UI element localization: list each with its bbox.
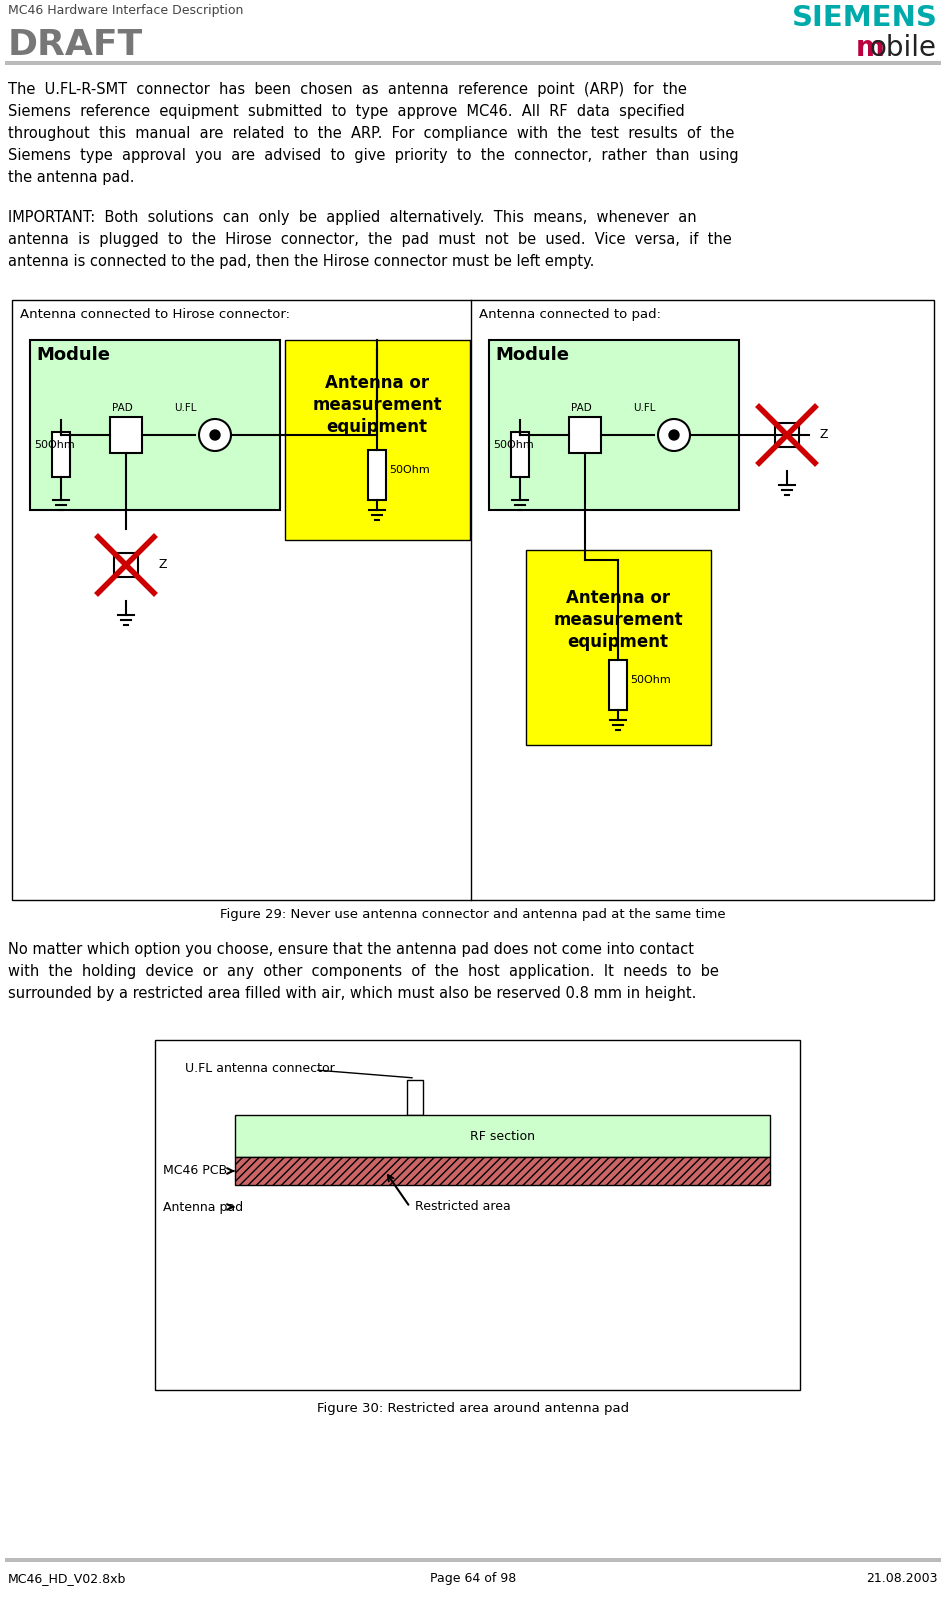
Text: RF section: RF section xyxy=(469,1130,534,1143)
Bar xyxy=(5,61,941,65)
Text: 50Ohm: 50Ohm xyxy=(389,465,429,475)
Text: 21.08.2003: 21.08.2003 xyxy=(867,1572,938,1585)
Text: Siemens  type  approval  you  are  advised  to  give  priority  to  the  connect: Siemens type approval you are advised to… xyxy=(8,149,739,163)
Text: PAD: PAD xyxy=(571,402,592,414)
Text: Antenna connected to pad:: Antenna connected to pad: xyxy=(479,309,661,322)
Bar xyxy=(110,417,142,452)
Text: 50Ohm: 50Ohm xyxy=(630,675,671,685)
Text: Z: Z xyxy=(158,559,166,572)
Bar xyxy=(12,301,934,900)
Text: U.FL antenna connector: U.FL antenna connector xyxy=(185,1062,335,1075)
Text: Z: Z xyxy=(819,428,828,441)
Text: the antenna pad.: the antenna pad. xyxy=(8,170,134,184)
Bar xyxy=(775,423,799,448)
Text: surrounded by a restricted area filled with air, which must also be reserved 0.8: surrounded by a restricted area filled w… xyxy=(8,986,696,1000)
Bar xyxy=(368,449,386,499)
Text: Restricted area: Restricted area xyxy=(415,1201,511,1214)
Bar xyxy=(52,431,70,477)
Bar xyxy=(114,553,138,577)
Bar xyxy=(609,659,627,709)
Text: U.FL: U.FL xyxy=(634,402,656,414)
Text: MC46 Hardware Interface Description: MC46 Hardware Interface Description xyxy=(8,3,243,18)
Text: Figure 30: Restricted area around antenna pad: Figure 30: Restricted area around antenn… xyxy=(317,1403,629,1416)
Circle shape xyxy=(210,430,220,440)
Text: Antenna or
measurement
equipment: Antenna or measurement equipment xyxy=(312,373,442,436)
Text: throughout  this  manual  are  related  to  the  ARP.  For  compliance  with  th: throughout this manual are related to th… xyxy=(8,126,734,141)
Bar xyxy=(5,1558,941,1563)
Bar xyxy=(30,339,280,511)
Text: Antenna or
measurement
equipment: Antenna or measurement equipment xyxy=(553,588,683,651)
Text: Antenna pad: Antenna pad xyxy=(163,1201,243,1214)
Circle shape xyxy=(199,419,231,451)
Bar xyxy=(511,431,529,477)
Text: The  U.FL-R-SMT  connector  has  been  chosen  as  antenna  reference  point  (A: The U.FL-R-SMT connector has been chosen… xyxy=(8,82,687,97)
Text: Siemens  reference  equipment  submitted  to  type  approve  MC46.  All  RF  dat: Siemens reference equipment submitted to… xyxy=(8,103,685,120)
Text: MC46_HD_V02.8xb: MC46_HD_V02.8xb xyxy=(8,1572,127,1585)
Text: PAD: PAD xyxy=(112,402,132,414)
Text: SIEMENS: SIEMENS xyxy=(792,3,938,32)
Text: 50Ohm: 50Ohm xyxy=(493,440,534,449)
Text: 50Ohm: 50Ohm xyxy=(34,440,75,449)
Text: antenna is connected to the pad, then the Hirose connector must be left empty.: antenna is connected to the pad, then th… xyxy=(8,254,594,268)
Text: MC46 PCB: MC46 PCB xyxy=(163,1165,227,1178)
Text: IMPORTANT:  Both  solutions  can  only  be  applied  alternatively.  This  means: IMPORTANT: Both solutions can only be ap… xyxy=(8,210,696,225)
Text: Figure 29: Never use antenna connector and antenna pad at the same time: Figure 29: Never use antenna connector a… xyxy=(220,908,726,921)
Bar xyxy=(526,549,711,745)
Text: No matter which option you choose, ensure that the antenna pad does not come int: No matter which option you choose, ensur… xyxy=(8,942,694,957)
Text: DRAFT: DRAFT xyxy=(8,27,143,61)
Text: m: m xyxy=(856,34,885,61)
Text: Antenna connected to Hirose connector:: Antenna connected to Hirose connector: xyxy=(20,309,290,322)
Bar xyxy=(407,1079,423,1115)
Text: antenna  is  plugged  to  the  Hirose  connector,  the  pad  must  not  be  used: antenna is plugged to the Hirose connect… xyxy=(8,233,732,247)
Text: U.FL: U.FL xyxy=(174,402,197,414)
Circle shape xyxy=(658,419,690,451)
Text: with  the  holding  device  or  any  other  components  of  the  host  applicati: with the holding device or any other com… xyxy=(8,965,719,979)
Bar xyxy=(285,339,470,540)
Bar xyxy=(155,1041,800,1390)
Bar xyxy=(489,339,739,511)
Bar xyxy=(235,1115,770,1157)
Bar xyxy=(569,417,601,452)
Text: Module: Module xyxy=(495,346,569,364)
Text: Page 64 of 98: Page 64 of 98 xyxy=(429,1572,517,1585)
Text: Module: Module xyxy=(36,346,110,364)
Text: obile: obile xyxy=(869,34,936,61)
Circle shape xyxy=(669,430,679,440)
Bar xyxy=(235,1157,770,1185)
